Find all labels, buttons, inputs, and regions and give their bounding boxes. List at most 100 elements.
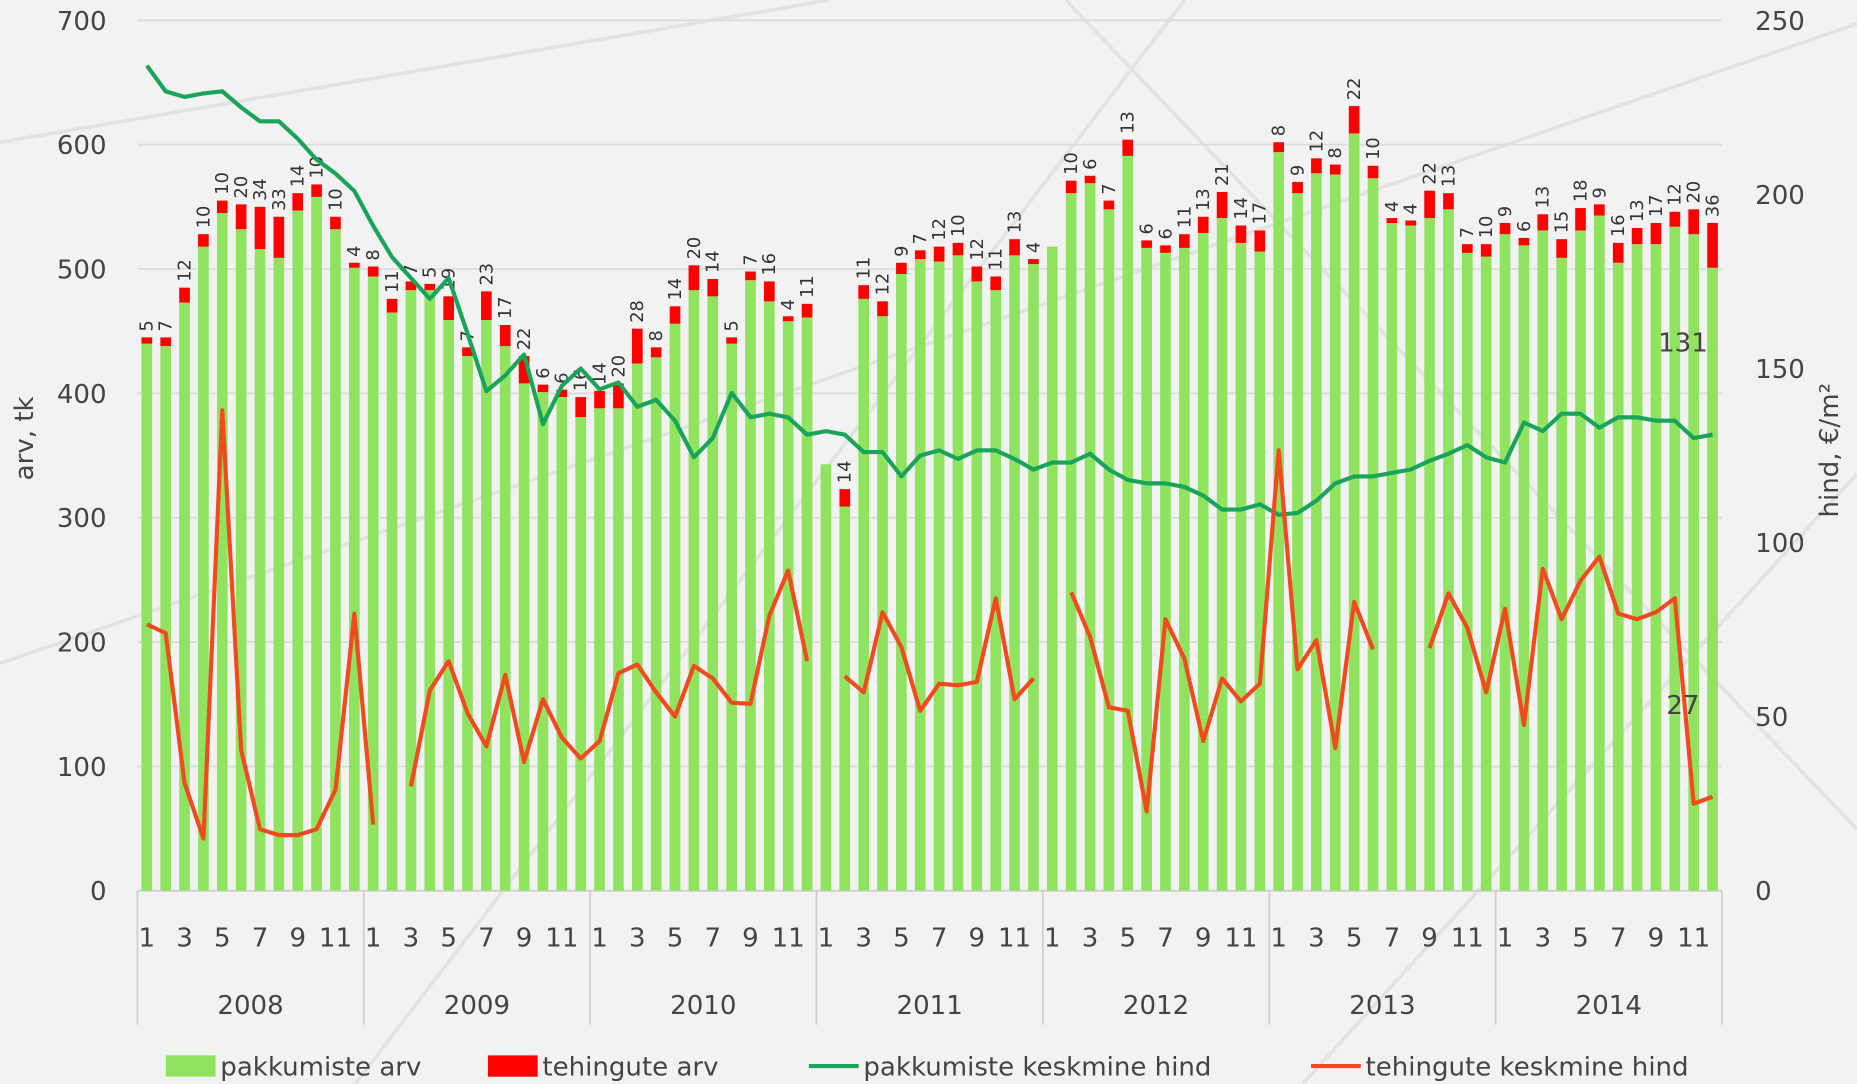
legend-swatch (165, 1055, 216, 1077)
bar (330, 229, 341, 891)
data-label: 12 (1666, 183, 1686, 206)
bar (669, 306, 681, 324)
data-label: 9 (892, 246, 912, 257)
x-tick-label: 5 (214, 923, 231, 953)
bar (160, 346, 172, 891)
bar (311, 196, 322, 891)
x-tick-label: 3 (176, 923, 193, 953)
bar (1556, 239, 1567, 258)
bar (613, 408, 624, 891)
bar (1480, 256, 1492, 891)
data-label: 11 (798, 275, 818, 298)
bar (405, 290, 417, 891)
data-label: 20 (685, 237, 705, 260)
data-label: 6 (553, 372, 573, 383)
data-label: 13 (1534, 186, 1554, 209)
bar (971, 266, 983, 282)
bar (1556, 257, 1567, 891)
bar (292, 210, 304, 891)
bar (1122, 139, 1134, 156)
x-tick-label: 1 (1270, 923, 1287, 953)
bar (688, 265, 700, 291)
x-tick-label: 7 (1157, 923, 1174, 953)
bar (896, 262, 907, 274)
bar (801, 317, 813, 891)
bar (1348, 106, 1360, 134)
bar (990, 276, 1002, 291)
bar (518, 383, 530, 891)
bar (877, 316, 888, 891)
bar (367, 276, 379, 891)
bar (518, 356, 530, 384)
data-label: 18 (1571, 180, 1591, 203)
bar (1028, 264, 1039, 891)
bar (1009, 239, 1020, 256)
x-tick-label: 11 (1677, 923, 1710, 953)
data-label: 4 (779, 299, 799, 310)
bar (1367, 165, 1379, 179)
bar (1669, 226, 1681, 891)
data-label: 33 (270, 188, 290, 211)
data-label: 22 (1345, 78, 1365, 101)
x-tick-label: 5 (1346, 923, 1363, 953)
bar (235, 204, 247, 230)
bar (1235, 225, 1247, 243)
bar (858, 285, 869, 299)
data-label: 13 (1194, 188, 1214, 211)
bar (1461, 244, 1473, 253)
x-tick-label: 3 (403, 923, 420, 953)
bar (1575, 208, 1586, 231)
bar (914, 259, 926, 891)
data-label: 4 (345, 246, 365, 257)
bar (1122, 155, 1134, 891)
data-label: 8 (647, 330, 667, 341)
bar (650, 357, 662, 891)
y2-tick-label: 100 (1755, 529, 1805, 559)
bar (782, 316, 794, 322)
y2-tick-label: 150 (1755, 355, 1805, 385)
x-tick-label: 9 (742, 923, 759, 953)
bar (1292, 193, 1303, 891)
bar (1499, 234, 1511, 891)
x-tick-label: 9 (1195, 923, 1212, 953)
x-tick-label: 1 (139, 923, 156, 953)
bar (537, 392, 549, 891)
bar (1179, 234, 1190, 248)
bar (1631, 244, 1643, 891)
x-tick-label: 9 (289, 923, 306, 953)
bar (1424, 218, 1435, 891)
bar (1348, 133, 1360, 891)
bar (669, 323, 681, 891)
data-label: 6 (534, 367, 554, 378)
bar (499, 324, 511, 347)
x-tick-label: 5 (1119, 923, 1136, 953)
data-label: 14 (666, 278, 686, 301)
data-label: 4 (1402, 203, 1422, 214)
y-tick-label: 700 (57, 7, 107, 37)
bar (367, 266, 379, 277)
x-tick-label: 11 (772, 923, 805, 953)
bar (1707, 267, 1718, 891)
bar (707, 296, 719, 891)
legend-label: tehingute keskmine hind (1366, 1053, 1689, 1083)
bar (1235, 242, 1247, 891)
bar (1537, 230, 1549, 891)
bar (1650, 223, 1662, 245)
bar (216, 213, 228, 891)
data-label: 11 (855, 257, 875, 280)
x-tick-label: 7 (478, 923, 495, 953)
data-label: 10 (1364, 137, 1384, 160)
x-tick-label: 5 (1572, 923, 1589, 953)
bar (1612, 242, 1624, 263)
data-label: 8 (1270, 125, 1290, 136)
bar (179, 287, 190, 303)
bar (1518, 237, 1530, 246)
data-label: 36 (1703, 194, 1723, 217)
bar (650, 347, 662, 358)
bar (1461, 252, 1473, 891)
bar (1179, 247, 1190, 891)
bar (1084, 183, 1096, 891)
bar (952, 255, 964, 891)
legend-label: pakkumiste arv (220, 1053, 421, 1083)
bar (1216, 218, 1228, 891)
